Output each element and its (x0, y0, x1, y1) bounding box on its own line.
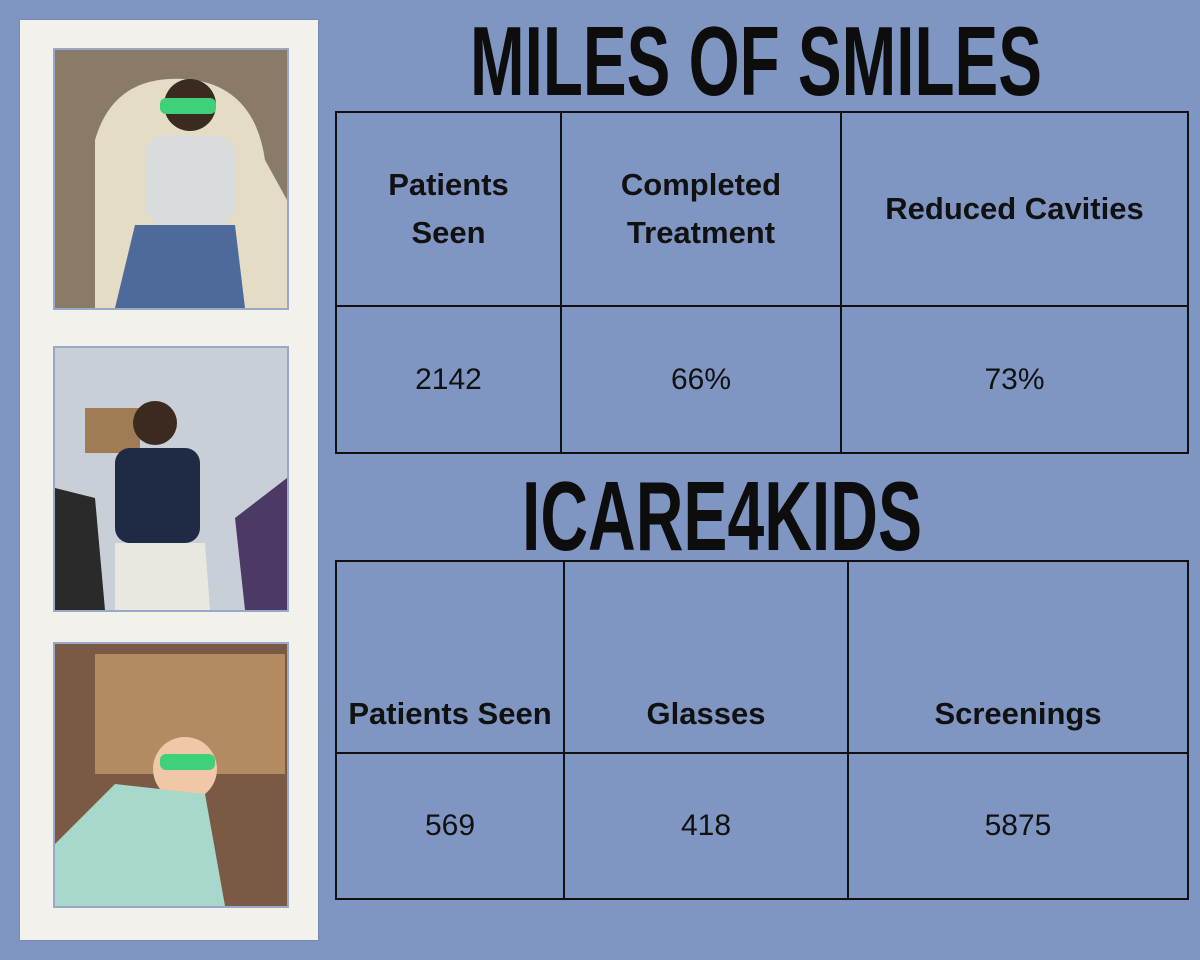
photo-image (55, 644, 287, 906)
header-cell: Patients Seen (335, 111, 562, 307)
photo (53, 642, 289, 908)
table-row: 2142 66% 73% (335, 305, 1189, 454)
photo-strip (20, 20, 318, 940)
header-cell: Patients Seen (335, 560, 565, 754)
photo (53, 48, 289, 310)
table-row: 569 418 5875 (335, 752, 1189, 900)
value-cell: 2142 (335, 305, 562, 454)
value-cell: 66% (560, 305, 842, 454)
table-row: Patients Seen Completed Treatment Reduced … (335, 111, 1189, 307)
section-title: MILES OF SMILES (470, 6, 1042, 116)
photo (53, 346, 289, 612)
header-cell: Screenings (847, 560, 1189, 754)
value-cell: 418 (563, 752, 849, 900)
header-cell: Glasses (563, 560, 849, 754)
value-cell: 73% (840, 305, 1189, 454)
photo-image (55, 348, 287, 610)
header-cell: Reduced Cavities (840, 111, 1189, 307)
stats-table: Patients Seen Completed Treatment Reduced … (335, 111, 1189, 454)
section-title: ICARE4KIDS (522, 461, 922, 571)
value-cell: 5875 (847, 752, 1189, 900)
stats-table: Patients Seen Glasses Screenings 569 418 5875 (335, 560, 1189, 900)
header-cell: Completed Treatment (560, 111, 842, 307)
table-row: Patients Seen Glasses Screenings (335, 560, 1189, 754)
photo-image (55, 50, 287, 308)
value-cell: 569 (335, 752, 565, 900)
